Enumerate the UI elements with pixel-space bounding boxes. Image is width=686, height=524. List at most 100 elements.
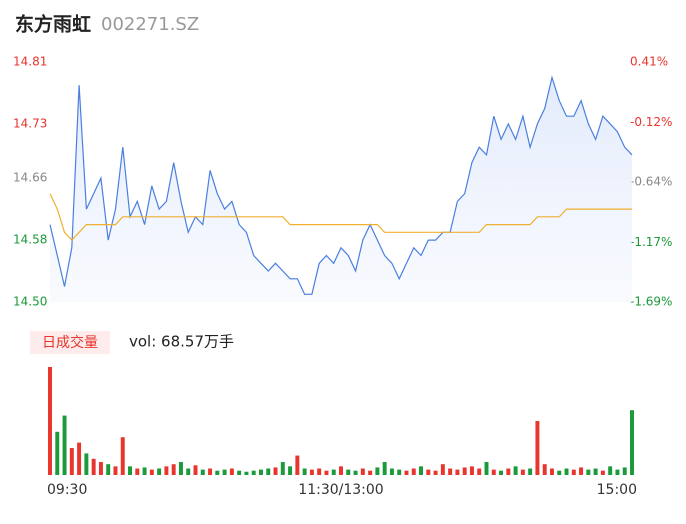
volume-bar (55, 431, 60, 475)
volume-bar (528, 468, 533, 475)
volume-bar (193, 465, 198, 475)
volume-bar (135, 468, 140, 475)
volume-bar (368, 470, 373, 475)
volume-bar (266, 468, 271, 475)
volume-bar (106, 464, 111, 475)
volume-bar (77, 442, 82, 475)
volume-bar (549, 468, 554, 475)
volume-bar (237, 470, 242, 475)
price-line (49, 75, 633, 295)
volume-bar (520, 469, 525, 475)
y-tick-label: 14.73 (13, 116, 47, 130)
volume-bar (404, 470, 409, 475)
y-tick-label: 14.66 (13, 171, 47, 185)
stock-name: 东方雨虹 (15, 13, 91, 36)
volume-badge (30, 331, 110, 354)
volume-bar (360, 468, 365, 475)
volume-bar (353, 470, 358, 475)
volume-bar (542, 464, 547, 475)
volume-bar (280, 462, 285, 475)
volume-bar (448, 468, 453, 475)
volume-bar (113, 466, 118, 475)
x-tick-label: 15:00 (597, 482, 637, 498)
volume-bar (157, 468, 162, 475)
x-tick-label: 09:30 (47, 482, 87, 498)
volume-bar (579, 467, 584, 475)
stock-code: 002271.SZ (101, 14, 199, 35)
volume-bar (375, 467, 380, 475)
y2-tick-label: -1.17% (630, 235, 672, 249)
volume-bar (382, 462, 387, 475)
volume-bar (571, 469, 576, 475)
volume-bar (411, 468, 416, 475)
y-tick-label: 14.81 (13, 55, 47, 69)
price-area (50, 77, 632, 302)
volume-title: 日成交量 (42, 334, 98, 351)
volume-bar (302, 468, 307, 475)
volume-bar (273, 467, 278, 475)
volume-bar (84, 453, 89, 475)
volume-bar (98, 462, 103, 475)
volume-bar (186, 468, 191, 475)
volume-bar (499, 470, 504, 475)
volume-bar (484, 462, 489, 475)
volume-bar (244, 471, 249, 475)
volume-bar (491, 469, 496, 475)
volume-bar (258, 469, 263, 475)
volume-bar (208, 468, 213, 475)
volume-bar (149, 469, 154, 475)
volume-bar (615, 469, 620, 475)
y2-tick-label: -0.12% (630, 115, 672, 129)
volume-bar (91, 458, 96, 475)
volume-bar (120, 437, 125, 475)
volume-bar (164, 466, 169, 475)
volume-bar (222, 469, 227, 475)
volume-bar (630, 410, 634, 475)
volume-bar (69, 448, 74, 475)
volume-bar (346, 469, 351, 475)
volume-bar (462, 467, 467, 475)
y-tick-label: 14.58 (13, 233, 47, 247)
y-tick-label: 14.50 (13, 295, 47, 309)
volume-bar (178, 462, 183, 475)
volume-bar (477, 468, 482, 475)
volume-bar (331, 469, 336, 475)
volume-bar (440, 464, 445, 475)
volume-bar (142, 467, 147, 475)
volume-bar (48, 367, 52, 475)
volume-bar (200, 469, 205, 475)
volume-bar (62, 415, 67, 475)
volume-bar (586, 469, 591, 475)
volume-bar (339, 466, 343, 475)
volume-bar (229, 468, 234, 475)
volume-bar (309, 469, 314, 475)
volume-bar (251, 470, 256, 475)
volume-bar (295, 455, 300, 475)
volume-bar (433, 470, 438, 475)
volume-bar (469, 466, 474, 475)
volume-bar (600, 470, 605, 475)
volume-bar (513, 466, 518, 475)
y2-tick-label: 0.41% (630, 55, 668, 69)
volume-bar (288, 466, 293, 475)
volume-bar (455, 469, 460, 475)
volume-total: vol: 68.57万手 (129, 333, 234, 351)
y2-tick-label: -1.69% (630, 295, 672, 309)
volume-bar (426, 469, 431, 475)
volume-bar (419, 466, 424, 475)
volume-bar (324, 470, 329, 475)
volume-bar (397, 469, 402, 475)
volume-bar (622, 467, 627, 475)
x-tick-label: 11:30/13:00 (298, 482, 383, 498)
y2-tick-label: -0.64% (630, 175, 672, 189)
volume-bar (564, 468, 569, 475)
average-line (49, 193, 632, 241)
volume-bar (128, 466, 133, 475)
volume-bar (608, 466, 613, 475)
volume-bar (215, 470, 220, 475)
volume-bar (171, 464, 176, 475)
volume-bar (389, 468, 394, 475)
volume-bar (557, 470, 562, 475)
volume-bar (317, 468, 322, 475)
